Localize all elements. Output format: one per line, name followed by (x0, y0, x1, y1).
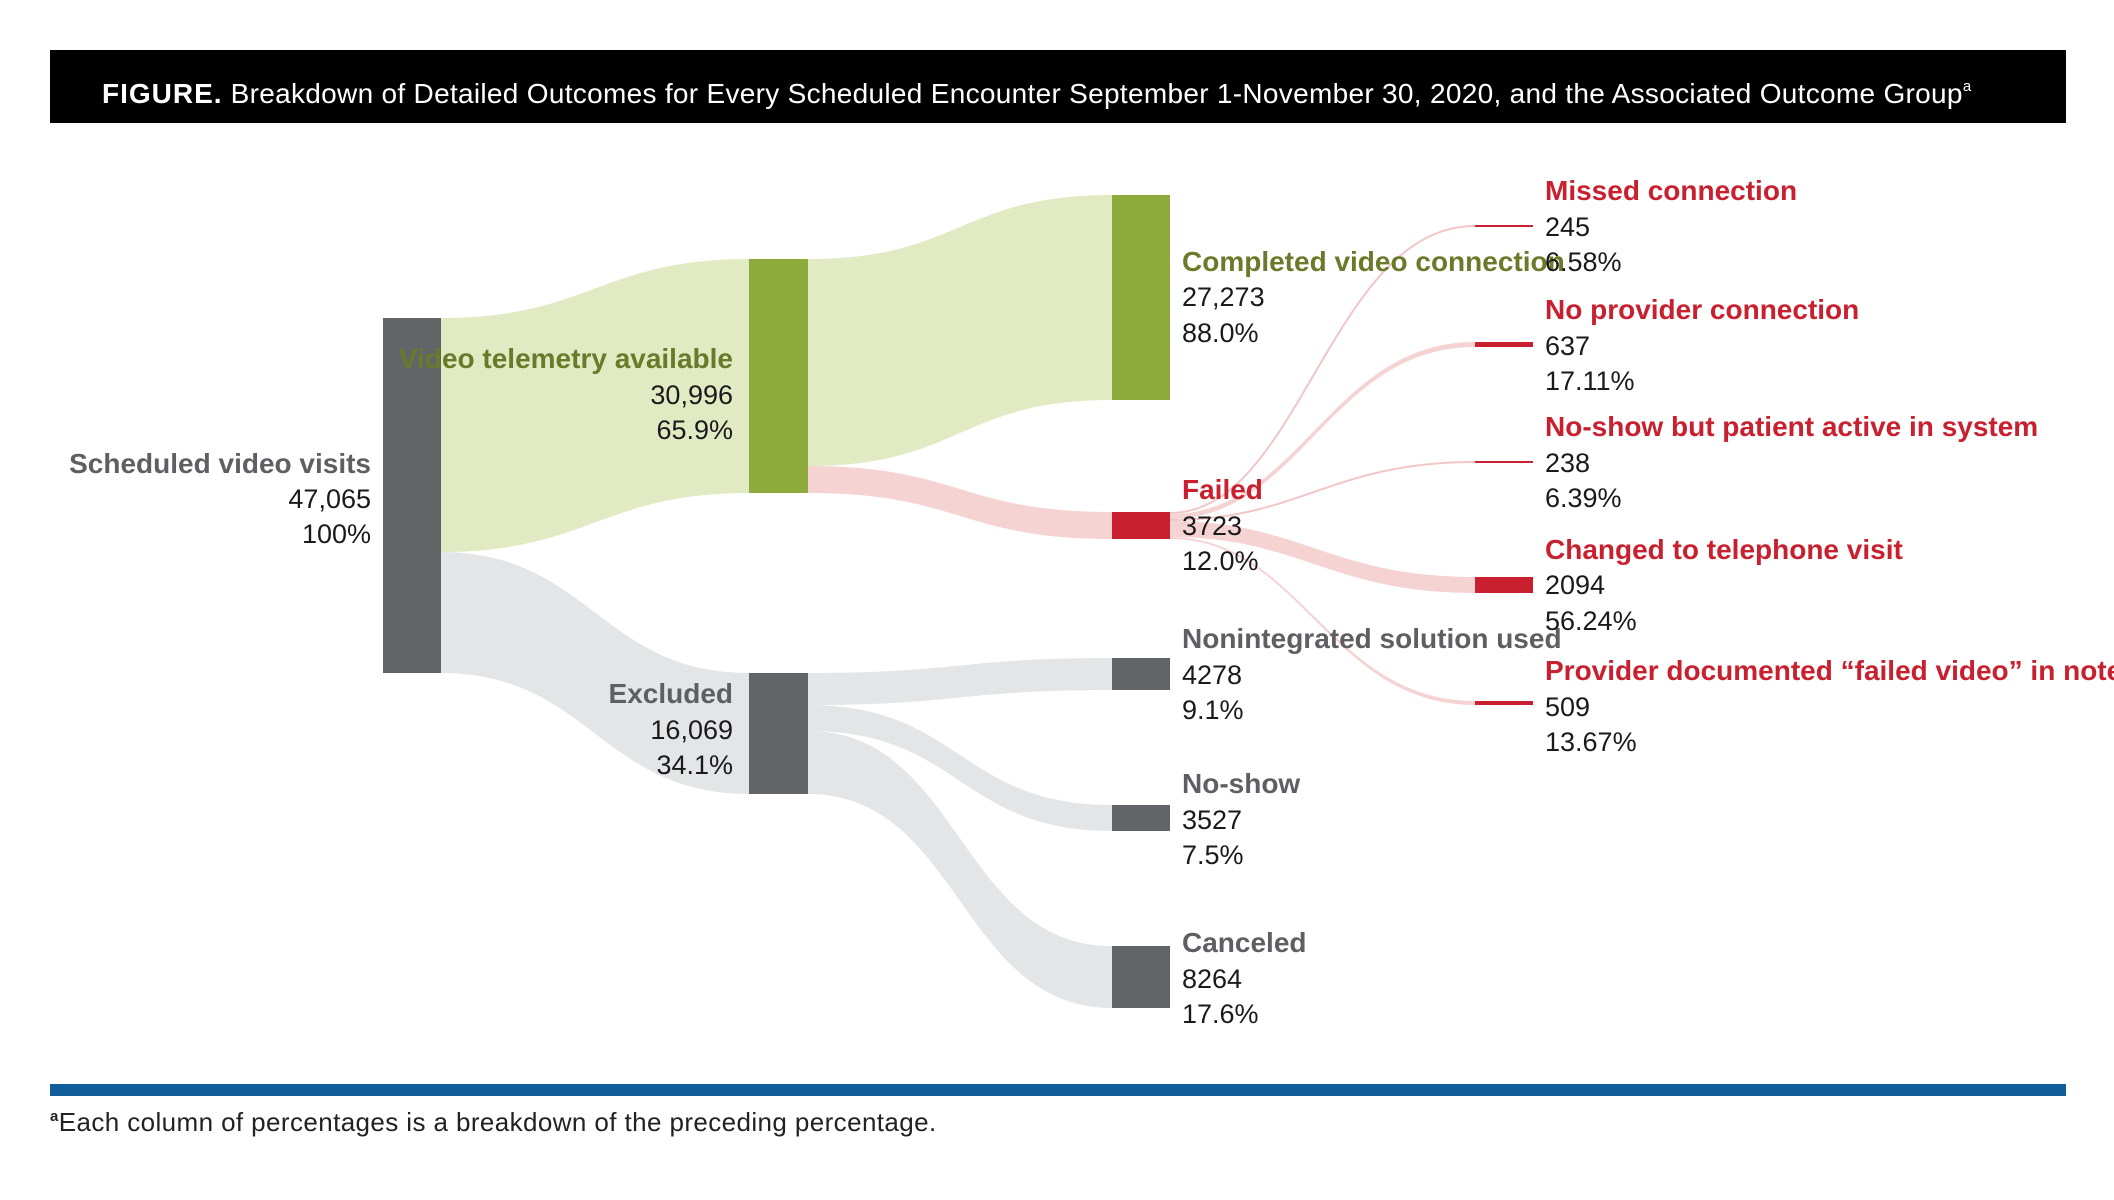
flow-excluded-to-noshow (808, 705, 1112, 831)
label-noshow-name: No-show (1182, 768, 1300, 799)
label-failed-pct: 12.0% (1182, 546, 1259, 576)
flows (440, 195, 1476, 1008)
label-completed-pct: 88.0% (1182, 318, 1259, 348)
label-excluded-pct: 34.1% (656, 750, 733, 780)
label-noshow-active-pct: 6.39% (1545, 483, 1622, 513)
node-bar-scheduled (383, 318, 441, 673)
flow-video-to-failed (808, 466, 1112, 539)
label-video-telemetry-name: Video telemetry available (399, 343, 733, 374)
node-bar-nonintegrated (1112, 658, 1170, 690)
label-completed-name: Completed video connection (1182, 246, 1565, 277)
flow-failed-to-noshow-active (1169, 461, 1476, 521)
label-telephone-pct: 56.24% (1545, 606, 1637, 636)
label-missed-pct: 6.58% (1545, 247, 1622, 277)
figure-label: FIGURE. (102, 78, 223, 109)
node-bar-video-telemetry (749, 259, 808, 493)
flow-excluded-to-nonintegrated (808, 658, 1112, 705)
label-completed-value: 27,273 (1182, 282, 1265, 312)
sankey-diagram: Scheduled video visits 47,065 100% Video… (69, 175, 2114, 1029)
flow-failed-to-telephone (1170, 521, 1475, 593)
flow-scheduled-to-excluded (440, 552, 750, 794)
label-noshow-active-name: No-show but patient active in system (1545, 411, 2038, 442)
label-no-provider-value: 637 (1545, 331, 1590, 361)
footnote-text: Each column of percentages is a breakdow… (58, 1107, 937, 1137)
label-noshow-pct: 7.5% (1182, 840, 1244, 870)
node-bar-no-provider (1475, 342, 1533, 347)
node-bar-canceled (1112, 946, 1170, 1008)
node-bar-noshow (1112, 805, 1170, 831)
node-bar-telephone (1475, 577, 1533, 593)
label-missed-value: 245 (1545, 212, 1590, 242)
label-canceled-value: 8264 (1182, 964, 1242, 994)
flow-video-to-completed (808, 195, 1112, 466)
node-bar-excluded (749, 673, 808, 794)
node-bar-documented (1475, 701, 1533, 705)
label-failed-name: Failed (1182, 474, 1263, 505)
label-canceled-pct: 17.6% (1182, 999, 1259, 1029)
label-documented-pct: 13.67% (1545, 727, 1637, 757)
label-scheduled-pct: 100% (302, 519, 371, 549)
label-documented-value: 509 (1545, 692, 1590, 722)
figure-title-superscript: a (1962, 78, 1972, 95)
label-failed-value: 3723 (1182, 511, 1242, 541)
node-bar-completed (1112, 195, 1170, 400)
label-excluded-name: Excluded (609, 678, 733, 709)
label-missed-name: Missed connection (1545, 175, 1797, 206)
node-bars (383, 195, 1533, 1008)
flow-excluded-to-canceled (808, 731, 1112, 1008)
label-noshow-value: 3527 (1182, 805, 1242, 835)
label-noshow-active-value: 238 (1545, 448, 1590, 478)
flow-failed-to-missed (1169, 225, 1476, 514)
figure-title: FIGURE. Breakdown of Detailed Outcomes f… (102, 50, 1971, 130)
node-bar-noshow-active (1475, 461, 1533, 463)
figure-title-banner: FIGURE. Breakdown of Detailed Outcomes f… (50, 50, 2066, 123)
label-telephone-name: Changed to telephone visit (1545, 534, 1903, 565)
label-scheduled-value: 47,065 (288, 484, 371, 514)
node-bar-missed (1475, 225, 1533, 227)
label-video-telemetry-pct: 65.9% (656, 415, 733, 445)
node-bar-failed (1112, 512, 1170, 539)
footnote: aEach column of percentages is a breakdo… (50, 1107, 937, 1138)
label-canceled-name: Canceled (1182, 927, 1307, 958)
label-no-provider-name: No provider connection (1545, 294, 1859, 325)
label-video-telemetry-value: 30,996 (650, 380, 733, 410)
figure-title-text: Breakdown of Detailed Outcomes for Every… (230, 78, 1963, 109)
node-labels: Scheduled video visits 47,065 100% Video… (69, 175, 2114, 1029)
label-documented-name: Provider documented “failed video” in no… (1545, 655, 2114, 686)
label-no-provider-pct: 17.11% (1545, 366, 1635, 396)
label-nonintegrated-pct: 9.1% (1182, 695, 1244, 725)
flow-scheduled-to-video (440, 259, 750, 552)
label-excluded-value: 16,069 (650, 715, 733, 745)
label-scheduled-name: Scheduled video visits (69, 448, 371, 479)
label-nonintegrated-value: 4278 (1182, 660, 1242, 690)
label-nonintegrated-name: Nonintegrated solution used (1182, 623, 1562, 654)
label-telephone-value: 2094 (1545, 570, 1605, 600)
footnote-superscript: a (50, 1108, 59, 1125)
footer-rule (50, 1084, 2066, 1096)
